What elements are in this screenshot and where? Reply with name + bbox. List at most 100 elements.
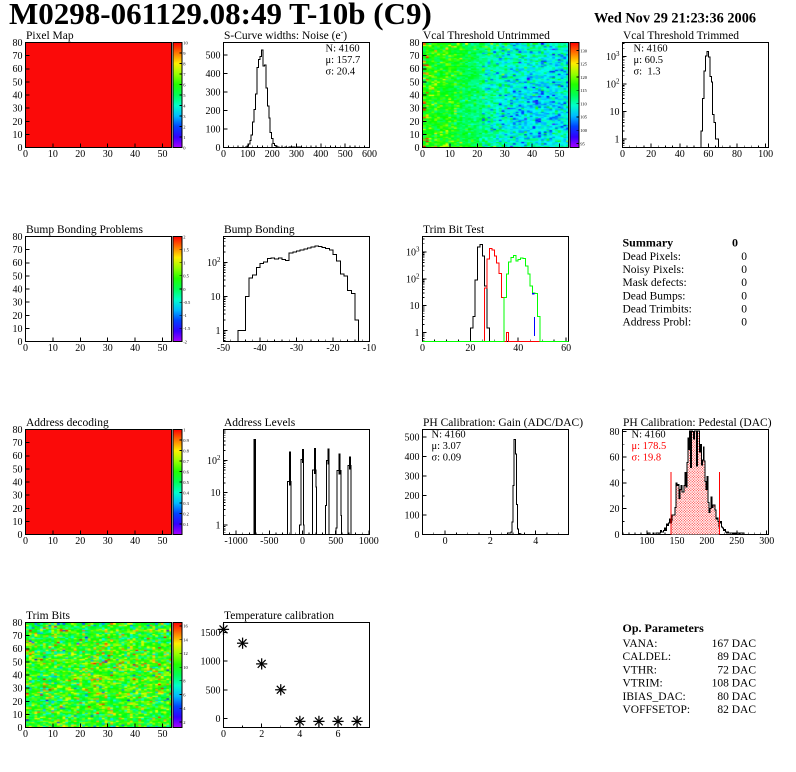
svg-text:1: 1	[183, 135, 185, 140]
svg-text:100: 100	[240, 149, 255, 160]
svg-text:82 DAC: 82 DAC	[717, 704, 756, 716]
svg-text:0: 0	[216, 714, 221, 725]
svg-text:0: 0	[216, 143, 221, 154]
svg-text:40: 40	[513, 343, 523, 354]
svg-text:IBIAS_DAC:: IBIAS_DAC:	[623, 691, 686, 703]
svg-text:20: 20	[13, 117, 23, 128]
svg-text:10: 10	[48, 729, 58, 740]
svg-text:0: 0	[221, 729, 226, 740]
svg-text:2: 2	[183, 720, 185, 725]
svg-text:0: 0	[741, 251, 747, 263]
svg-text:1: 1	[183, 261, 185, 266]
svg-text:0: 0	[615, 530, 620, 541]
svg-text:20: 20	[410, 117, 420, 128]
svg-text:20: 20	[13, 311, 23, 322]
svg-text:40: 40	[130, 729, 140, 740]
svg-text:20: 20	[75, 149, 85, 160]
svg-text:72 DAC: 72 DAC	[717, 664, 756, 676]
svg-text:1: 1	[415, 328, 420, 339]
svg-text:10: 10	[183, 40, 188, 45]
svg-text:60: 60	[561, 343, 571, 354]
svg-text:0: 0	[18, 530, 23, 541]
svg-text:50: 50	[13, 464, 23, 475]
svg-text:10: 10	[410, 130, 420, 141]
svg-text:μ: 3.07: μ: 3.07	[432, 441, 462, 452]
svg-text:-0.5: -0.5	[183, 300, 191, 305]
svg-text:0.3: 0.3	[183, 501, 189, 506]
svg-text:-10: -10	[363, 343, 376, 354]
svg-text:μ: 178.5: μ: 178.5	[632, 441, 667, 452]
svg-text:50: 50	[158, 729, 168, 740]
svg-text:0: 0	[183, 287, 186, 292]
svg-text:VTHR:: VTHR:	[623, 664, 658, 676]
svg-text:0: 0	[221, 149, 226, 160]
svg-text:95: 95	[580, 141, 585, 146]
svg-text:Summary: Summary	[623, 236, 674, 250]
svg-text:-20: -20	[326, 343, 339, 354]
svg-text:-30: -30	[290, 343, 303, 354]
svg-text:103: 103	[406, 245, 420, 258]
svg-text:14: 14	[183, 638, 188, 643]
svg-text:9: 9	[183, 51, 186, 56]
svg-text:μ: 60.5: μ: 60.5	[634, 55, 664, 66]
svg-text:40: 40	[13, 671, 23, 682]
svg-text:N: 4160: N: 4160	[432, 430, 466, 441]
svg-text:200: 200	[405, 491, 420, 502]
svg-text:N: 4160: N: 4160	[634, 44, 668, 55]
svg-text:0.4: 0.4	[183, 490, 189, 495]
svg-text:PH Calibration: Pedestal (DAC): PH Calibration: Pedestal (DAC)	[623, 417, 772, 429]
svg-text:30: 30	[103, 536, 113, 547]
svg-text:40: 40	[675, 149, 685, 160]
svg-text:60: 60	[13, 644, 23, 655]
svg-text:0.6: 0.6	[183, 469, 189, 474]
svg-text:500: 500	[206, 685, 221, 696]
svg-text:0: 0	[18, 723, 23, 734]
svg-text:1: 1	[216, 521, 221, 532]
svg-text:60: 60	[13, 258, 23, 269]
svg-text:80: 80	[410, 38, 420, 49]
svg-text:103: 103	[606, 50, 620, 63]
svg-text:300: 300	[206, 87, 221, 98]
svg-text:30: 30	[13, 491, 23, 502]
svg-text:100: 100	[580, 128, 588, 133]
svg-text:1: 1	[615, 135, 620, 146]
svg-text:Noisy Pixels:: Noisy Pixels:	[623, 264, 685, 276]
svg-text:30: 30	[103, 149, 113, 160]
svg-text:M0298-061129.08:49 T-10b (C9): M0298-061129.08:49 T-10b (C9)	[9, 0, 432, 31]
svg-text:50: 50	[410, 77, 420, 88]
svg-text:Wed Nov 29 21:23:36 2006: Wed Nov 29 21:23:36 2006	[594, 11, 756, 27]
svg-text:10: 10	[445, 149, 455, 160]
svg-text:80: 80	[732, 149, 742, 160]
svg-text:σ: 19.8: σ: 19.8	[632, 453, 662, 464]
svg-text:Mask defects:: Mask defects:	[623, 277, 687, 289]
svg-text:0: 0	[741, 303, 747, 315]
svg-text:Trim Bit Test: Trim Bit Test	[423, 224, 485, 236]
svg-text:3: 3	[183, 114, 186, 119]
svg-text:200: 200	[265, 149, 280, 160]
svg-text:70: 70	[13, 438, 23, 449]
svg-text:30: 30	[500, 149, 510, 160]
svg-text:40: 40	[13, 285, 23, 296]
svg-text:0: 0	[443, 536, 448, 547]
svg-text:100: 100	[640, 536, 655, 547]
svg-text:0: 0	[620, 149, 625, 160]
svg-text:30: 30	[13, 298, 23, 309]
svg-text:5: 5	[183, 93, 186, 98]
svg-text:110: 110	[580, 101, 587, 106]
svg-text:1.5: 1.5	[183, 247, 189, 252]
svg-text:40: 40	[410, 91, 420, 102]
svg-text:80: 80	[13, 232, 23, 243]
svg-text:105: 105	[580, 115, 588, 120]
svg-text:60: 60	[13, 451, 23, 462]
svg-text:1: 1	[216, 326, 221, 337]
svg-text:10: 10	[48, 149, 58, 160]
svg-text:20: 20	[75, 536, 85, 547]
svg-text:0: 0	[18, 143, 23, 154]
svg-text:2: 2	[183, 124, 185, 129]
svg-text:30: 30	[13, 104, 23, 115]
svg-text:60: 60	[13, 64, 23, 75]
svg-text:70: 70	[13, 245, 23, 256]
svg-text:200: 200	[699, 536, 714, 547]
svg-text:60: 60	[410, 64, 420, 75]
svg-text:40: 40	[130, 149, 140, 160]
